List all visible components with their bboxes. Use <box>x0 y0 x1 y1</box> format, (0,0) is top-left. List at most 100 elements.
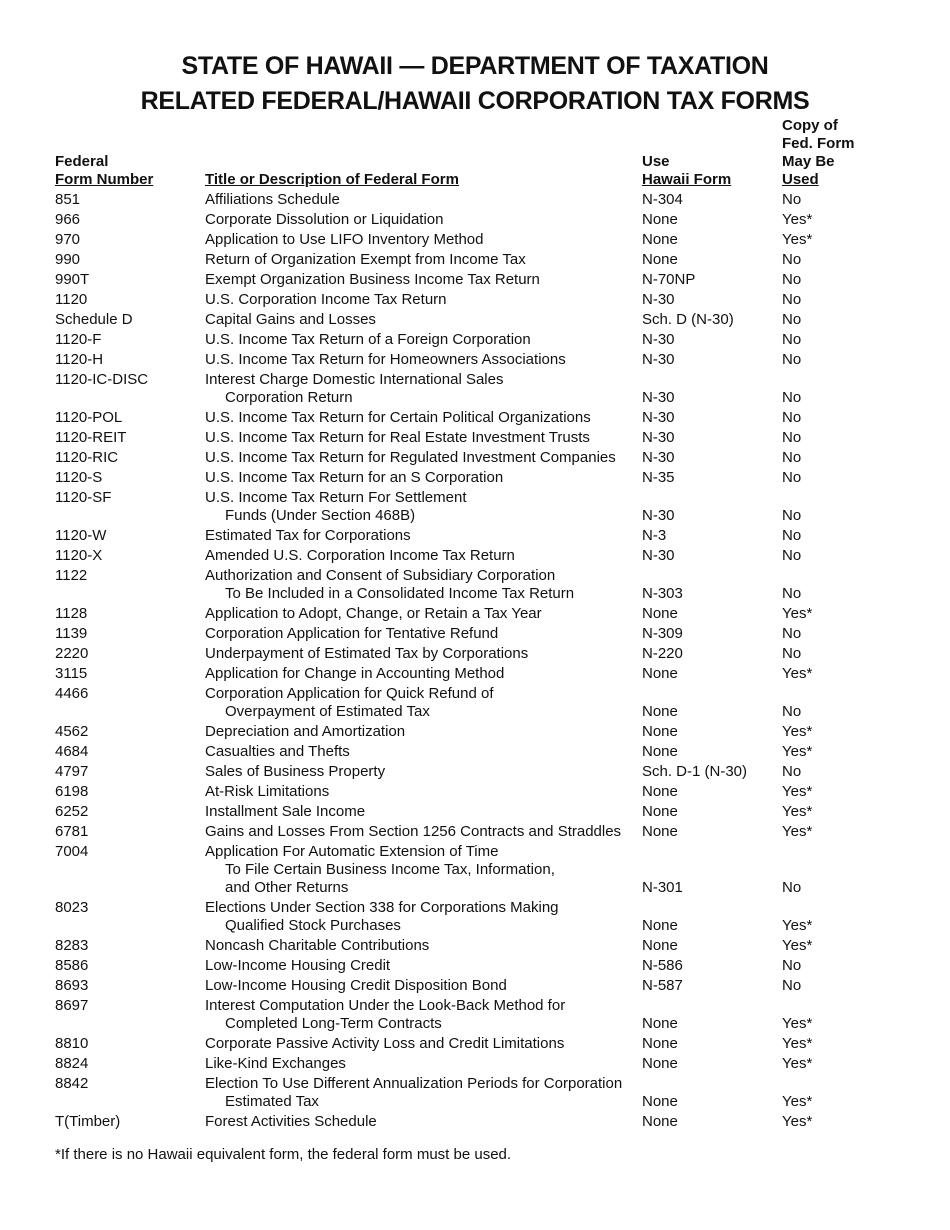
form-title-line: U.S. Corporation Income Tax Return <box>205 291 447 308</box>
form-title-line: Corporation Application for Tentative Re… <box>205 625 499 642</box>
form-title: U.S. Income Tax Return for Certain Polit… <box>205 408 642 428</box>
form-title-line: Affiliations Schedule <box>205 191 340 208</box>
form-title-line: Elections Under Section 338 for Corporat… <box>205 899 559 916</box>
federal-form-number: 1120-W <box>55 527 107 544</box>
copy-may-be-used: No <box>782 331 802 348</box>
form-title: Application to Use LIFO Inventory Method <box>205 230 642 250</box>
table-row: 1120-IC-DISC Interest Charge Domestic Int… <box>55 370 882 408</box>
hawaii-form: None <box>642 605 678 622</box>
table-row: 8697 Interest Computation Under the Look-… <box>55 996 882 1034</box>
form-title: Affiliations Schedule <box>205 190 642 210</box>
federal-form-number: 4797 <box>55 763 89 780</box>
form-title-line: Corporation Return <box>225 389 353 406</box>
federal-form-number: 6781 <box>55 823 89 840</box>
federal-form-number: 6198 <box>55 783 89 800</box>
form-title-line: U.S. Income Tax Return of a Foreign Corp… <box>205 331 531 348</box>
form-title-line: U.S. Income Tax Return for Homeowners As… <box>205 351 566 368</box>
form-title-line: Casualties and Thefts <box>205 743 350 760</box>
form-title-line: Funds (Under Section 468B) <box>225 507 416 524</box>
federal-form-number: 8586 <box>55 957 89 974</box>
federal-form-number: 8810 <box>55 1035 89 1052</box>
copy-may-be-used: No <box>782 977 802 994</box>
copy-may-be-used: No <box>782 351 802 368</box>
federal-form-number: 1120-RIC <box>55 449 119 466</box>
copy-may-be-used: No <box>782 429 802 446</box>
copy-may-be-used: No <box>782 625 802 642</box>
hawaii-form: N-70NP <box>642 271 696 288</box>
form-title: Election To Use Different Annualization … <box>205 1074 642 1112</box>
form-title-line: Application to Adopt, Change, or Retain … <box>205 605 542 622</box>
hawaii-form: None <box>642 723 678 740</box>
copy-may-be-used: Yes* <box>782 823 813 840</box>
federal-form-number: 1120-H <box>55 351 104 368</box>
federal-form-number: 3115 <box>55 665 88 682</box>
federal-form-number: 1139 <box>55 625 88 642</box>
copy-may-be-used: Yes* <box>782 783 813 800</box>
form-title-line: Authorization and Consent of Subsidiary … <box>205 567 556 584</box>
federal-form-number: 1120-POL <box>55 409 123 426</box>
form-title-line: Application For Automatic Extension of T… <box>205 843 499 860</box>
hawaii-form: N-3 <box>642 527 667 544</box>
hawaii-form: None <box>642 251 678 268</box>
form-title: Underpayment of Estimated Tax by Corpora… <box>205 644 642 664</box>
hawaii-form: N-220 <box>642 645 683 662</box>
hawaii-form: N-304 <box>642 191 683 208</box>
form-title-line: Exempt Organization Business Income Tax … <box>205 271 540 288</box>
copy-may-be-used: Yes* <box>782 743 813 760</box>
table-row: 1120-POL U.S. Income Tax Return for Certa… <box>55 408 882 428</box>
form-title-line: Sales of Business Property <box>205 763 386 780</box>
form-title-line: Overpayment of Estimated Tax <box>225 703 430 720</box>
table-row: 1120-RIC U.S. Income Tax Return for Regul… <box>55 448 882 468</box>
federal-form-number: 990T <box>55 271 90 288</box>
copy-may-be-used: No <box>782 585 802 602</box>
form-title-line: Return of Organization Exempt from Incom… <box>205 251 526 268</box>
form-title-line: To Be Included in a Consolidated Income … <box>225 585 575 602</box>
copy-may-be-used: No <box>782 389 802 406</box>
copy-may-be-used: Yes* <box>782 1055 813 1072</box>
form-title: Low-Income Housing Credit Disposition Bo… <box>205 976 642 996</box>
copy-may-be-used: No <box>782 527 802 544</box>
form-title-line: Interest Computation Under the Look-Back… <box>205 997 566 1014</box>
form-title-line: U.S. Income Tax Return for an S Corporat… <box>205 469 504 486</box>
table-row: 6781 Gains and Losses From Section 1256 C… <box>55 822 882 842</box>
form-title-line: U.S. Income Tax Return For Settlement <box>205 489 467 506</box>
table-row: 990T Exempt Organization Business Income … <box>55 270 882 290</box>
hawaii-form: N-30 <box>642 449 675 466</box>
copy-may-be-used: Yes* <box>782 937 813 954</box>
hawaii-form: N-30 <box>642 547 675 564</box>
form-title: Gains and Losses From Section 1256 Contr… <box>205 822 642 842</box>
table-row: 2220 Underpayment of Estimated Tax by Cor… <box>55 644 882 664</box>
form-title-line: Installment Sale Income <box>205 803 366 820</box>
federal-form-number: 1120-SF <box>55 489 112 506</box>
federal-form-number: Schedule D <box>55 311 133 328</box>
form-title: Capital Gains and Losses <box>205 310 642 330</box>
copy-may-be-used: No <box>782 763 802 780</box>
federal-form-number: 1120 <box>55 291 88 308</box>
form-title: Depreciation and Amortization <box>205 722 642 742</box>
form-title-line: Low-Income Housing Credit <box>205 957 391 974</box>
hawaii-form: None <box>642 703 678 720</box>
form-title: U.S. Income Tax Return for Real Estate I… <box>205 428 642 448</box>
table-row: 8586 Low-Income Housing Credit N-586 No <box>55 956 882 976</box>
hawaii-form: None <box>642 783 678 800</box>
form-title: Corporate Dissolution or Liquidation <box>205 210 642 230</box>
form-title-line: Election To Use Different Annualization … <box>205 1075 623 1092</box>
table-row: 1120-SF U.S. Income Tax Return For Settle… <box>55 488 882 526</box>
header-copy-used: Copy of Fed. Form May Be Used <box>782 117 855 188</box>
form-title-line: Application for Change in Accounting Met… <box>205 665 505 682</box>
table-row: 8023 Elections Under Section 338 for Corp… <box>55 898 882 936</box>
federal-form-number: 8824 <box>55 1055 89 1072</box>
form-title: U.S. Income Tax Return for an S Corporat… <box>205 468 642 488</box>
table-row: Schedule D Capital Gains and Losses Sch. D… <box>55 310 882 330</box>
form-title-line: Underpayment of Estimated Tax by Corpora… <box>205 645 529 662</box>
form-title-line: U.S. Income Tax Return for Certain Polit… <box>205 409 591 426</box>
table-row: 6198 At-Risk Limitations None Yes* <box>55 782 882 802</box>
federal-form-number: 4466 <box>55 685 89 702</box>
copy-may-be-used: No <box>782 191 802 208</box>
table-row: T(Timber) Forest Activities Schedule None Y… <box>55 1112 882 1132</box>
table-row: 1120-S U.S. Income Tax Return for an S Co… <box>55 468 882 488</box>
table-row: 8810 Corporate Passive Activity Loss and … <box>55 1034 882 1054</box>
federal-form-number: 2220 <box>55 645 89 662</box>
federal-form-number: 1122 <box>55 567 88 584</box>
copy-may-be-used: Yes* <box>782 1093 813 1110</box>
